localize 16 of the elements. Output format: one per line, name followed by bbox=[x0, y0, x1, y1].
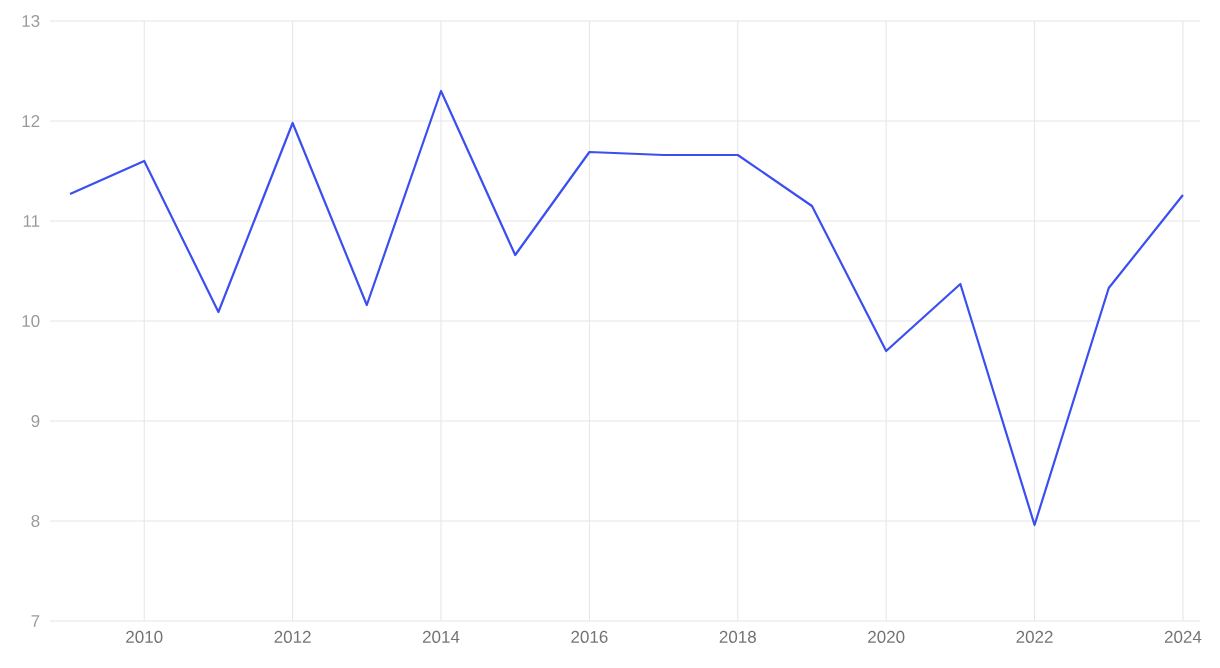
y-tick-label: 7 bbox=[31, 615, 40, 627]
y-tick-label: 8 bbox=[31, 514, 40, 528]
y-tick-label: 10 bbox=[22, 314, 40, 328]
x-tick-label: 2024 bbox=[1164, 630, 1202, 643]
y-tick-label: 12 bbox=[22, 115, 40, 127]
x-tick-label: 2018 bbox=[719, 630, 756, 643]
x-tick-label: 2010 bbox=[126, 630, 163, 643]
x-tick-label: 2014 bbox=[422, 630, 460, 643]
y-tick-label: 13 bbox=[22, 14, 40, 28]
x-tick-label: 2022 bbox=[1016, 630, 1053, 643]
x-tick-label: 2016 bbox=[571, 630, 608, 643]
y-tick-label: 11 bbox=[23, 215, 40, 227]
line-series bbox=[68, 89, 1185, 527]
x-tick-label: 2020 bbox=[868, 630, 905, 643]
y-tick-label: 9 bbox=[31, 414, 40, 428]
x-tick-label: 2012 bbox=[274, 630, 311, 643]
